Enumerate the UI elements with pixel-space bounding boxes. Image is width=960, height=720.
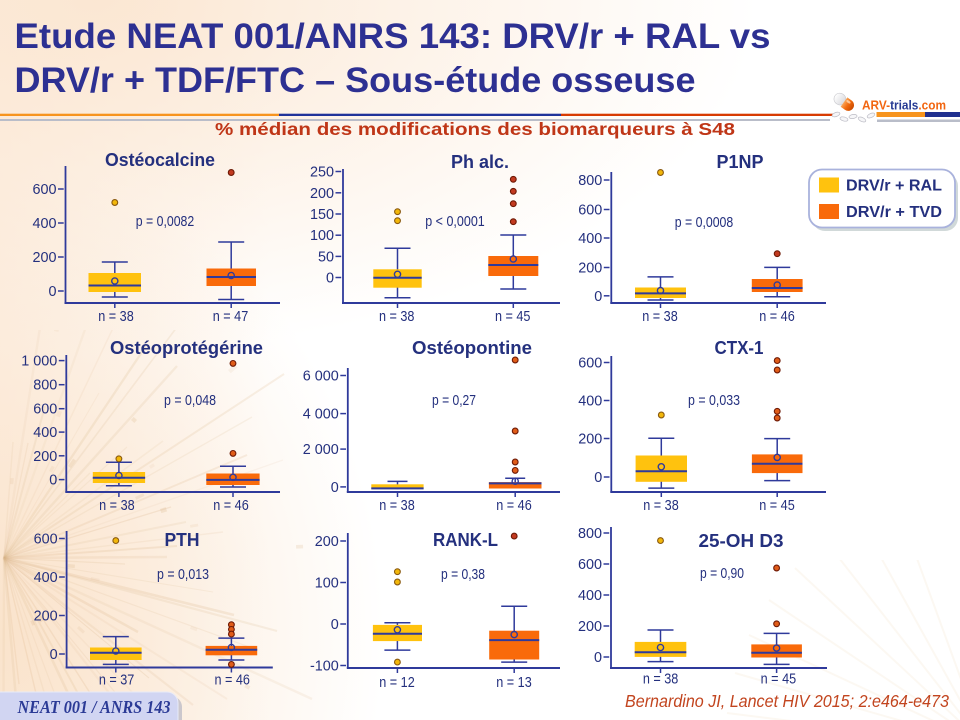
svg-text:0: 0 [326,271,334,287]
svg-text:Ph alc.: Ph alc. [451,152,509,172]
svg-text:RANK-L: RANK-L [433,530,498,550]
svg-text:Etude NEAT 001/ANRS 143: DRV/r: Etude NEAT 001/ANRS 143: DRV/r + RAL vs [15,16,771,56]
svg-text:200: 200 [33,449,57,465]
svg-text:Ostéopontine: Ostéopontine [412,338,532,358]
svg-text:n = 45: n = 45 [761,672,797,688]
svg-text:0: 0 [50,647,58,663]
svg-text:250: 250 [310,165,334,181]
svg-text:n = 46: n = 46 [496,498,532,514]
svg-text:2 000: 2 000 [303,442,339,458]
svg-text:n = 38: n = 38 [379,498,415,514]
svg-text:NEAT 001 / ANRS 143: NEAT 001 / ANRS 143 [17,697,171,717]
svg-text:Ostéocalcine: Ostéocalcine [105,150,215,170]
svg-text:n = 46: n = 46 [759,309,795,325]
svg-text:0: 0 [594,289,602,305]
svg-text:600: 600 [578,203,602,219]
svg-text:0: 0 [48,284,56,300]
svg-text:800: 800 [578,173,602,189]
svg-text:400: 400 [578,394,602,410]
svg-text:n = 12: n = 12 [379,675,415,691]
svg-text:0: 0 [594,470,602,486]
svg-text:400: 400 [578,588,602,604]
svg-text:0: 0 [49,473,57,489]
svg-text:p = 0,033: p = 0,033 [688,392,740,409]
svg-text:p = 0,0008: p = 0,0008 [675,214,734,231]
svg-text:6 000: 6 000 [303,369,339,385]
svg-text:n = 38: n = 38 [99,498,135,514]
svg-text:600: 600 [578,356,602,372]
svg-text:Ostéoprotégérine: Ostéoprotégérine [110,338,263,358]
svg-text:p = 0,27: p = 0,27 [432,392,476,409]
svg-text:p = 0,048: p = 0,048 [164,392,216,409]
svg-text:p = 0,38: p = 0,38 [441,566,485,583]
svg-text:100: 100 [315,576,339,592]
svg-text:4 000: 4 000 [303,407,339,423]
svg-text:200: 200 [32,250,56,266]
svg-text:DRV/r + TVD: DRV/r + TVD [846,204,942,221]
svg-text:% médian des modifications des: % médian des modifications des biomarque… [215,119,735,139]
svg-text:200: 200 [578,619,602,635]
svg-text:n = 13: n = 13 [496,675,532,691]
svg-text:600: 600 [32,182,56,198]
svg-text:0: 0 [331,480,339,496]
svg-text:200: 200 [315,534,339,550]
svg-text:0: 0 [331,617,339,633]
svg-text:200: 200 [578,261,602,277]
svg-text:CTX-1: CTX-1 [715,338,764,358]
svg-text:400: 400 [34,570,58,586]
svg-text:n = 45: n = 45 [759,498,795,514]
svg-text:n = 46: n = 46 [213,498,249,514]
svg-text:800: 800 [33,378,57,394]
svg-text:n = 47: n = 47 [213,309,249,325]
svg-text:1 000: 1 000 [21,354,57,370]
svg-text:n = 45: n = 45 [495,309,531,325]
svg-text:0: 0 [594,650,602,666]
svg-text:50: 50 [318,249,334,265]
svg-text:PTH: PTH [165,530,200,550]
svg-text:p < 0,0001: p < 0,0001 [425,213,485,230]
svg-text:400: 400 [33,425,57,441]
svg-text:n = 38: n = 38 [642,309,678,325]
svg-text:P1NP: P1NP [717,152,764,172]
svg-text:400: 400 [32,216,56,232]
svg-text:Bernardino JI, Lancet HIV 2015: Bernardino JI, Lancet HIV 2015; 2:e464-e… [625,691,949,711]
svg-text:n = 37: n = 37 [99,673,135,689]
svg-text:n = 46: n = 46 [214,673,250,689]
svg-text:25-OH D3: 25-OH D3 [699,531,784,551]
svg-text:n = 38: n = 38 [98,309,134,325]
svg-text:600: 600 [578,557,602,573]
svg-text:p = 0,013: p = 0,013 [157,566,209,583]
svg-text:-100: -100 [310,659,339,675]
svg-text:n = 38: n = 38 [643,672,679,688]
svg-text:DRV/r + RAL: DRV/r + RAL [846,178,942,195]
svg-text:p = 0,0082: p = 0,0082 [136,213,195,230]
svg-text:DRV/r + TDF/FTC – Sous-étude o: DRV/r + TDF/FTC – Sous-étude osseuse [15,60,696,100]
svg-text:ARV-trials.com: ARV-trials.com [862,98,946,113]
svg-text:600: 600 [34,532,58,548]
svg-text:100: 100 [310,228,334,244]
svg-text:800: 800 [578,526,602,542]
svg-text:n = 38: n = 38 [379,309,415,325]
svg-text:600: 600 [33,402,57,418]
svg-text:150: 150 [310,207,334,223]
svg-text:200: 200 [578,432,602,448]
svg-text:p = 0,90: p = 0,90 [700,565,744,582]
svg-text:400: 400 [578,231,602,247]
svg-text:200: 200 [34,609,58,625]
svg-text:n = 38: n = 38 [643,498,679,514]
svg-text:200: 200 [310,186,334,202]
